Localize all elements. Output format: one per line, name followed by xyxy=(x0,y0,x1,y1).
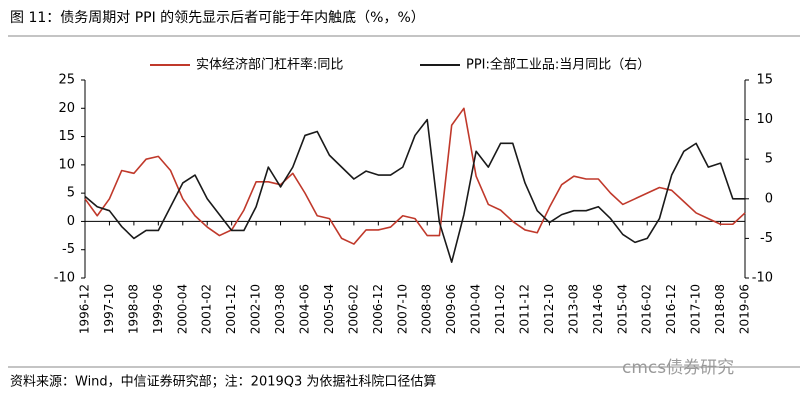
x-tick-label: 2003-08 xyxy=(273,284,287,334)
y2-tick-label: 0 xyxy=(765,191,773,206)
y2-tick-label: -10 xyxy=(752,271,773,286)
x-tick-label: 2008-08 xyxy=(420,284,434,334)
x-tick-label: 2019-06 xyxy=(738,284,752,334)
x-tick-label: 1998-08 xyxy=(126,284,140,334)
x-tick-label: 1997-10 xyxy=(102,284,116,334)
x-tick-label: 2010-04 xyxy=(469,284,483,334)
x-tick-label: 2017-10 xyxy=(689,284,703,334)
watermark: cmcs债券研究 xyxy=(622,358,734,378)
x-tick-label: 2018-08 xyxy=(713,284,727,334)
x-tick-label: 2016-02 xyxy=(640,284,654,334)
x-tick-label: 2016-12 xyxy=(664,284,678,334)
x-tick-label: 2011-02 xyxy=(493,284,507,334)
y-tick-label: -10 xyxy=(54,271,75,286)
x-tick-label: 1999-06 xyxy=(151,284,165,334)
x-tick-label: 2009-06 xyxy=(444,284,458,334)
x-tick-label: 2004-06 xyxy=(298,284,312,334)
y-tick-label: 20 xyxy=(58,101,75,116)
series-line xyxy=(84,118,745,263)
x-tick-label: 2006-02 xyxy=(346,284,360,334)
x-tick-label: 2000-04 xyxy=(175,284,189,334)
legend-label: PPI:全部工业品:当月同比（右） xyxy=(466,57,650,73)
y-tick-label: 15 xyxy=(58,129,75,144)
x-tick-label: 2007-10 xyxy=(395,284,409,334)
y2-tick-label: 10 xyxy=(756,112,773,127)
y-tick-label: 10 xyxy=(58,157,75,172)
y2-tick-label: 15 xyxy=(756,73,773,88)
chart-title: 图 11：债务周期对 PPI 的领先显示后者可能于年内触底（%，%） xyxy=(10,10,425,26)
y-tick-label: -5 xyxy=(62,242,75,257)
x-tick-label: 2006-12 xyxy=(371,284,385,334)
x-tick-label: 2014-06 xyxy=(591,284,605,334)
series-line xyxy=(84,107,746,245)
x-tick-label: 2002-10 xyxy=(249,284,263,334)
y2-tick-label: -5 xyxy=(760,231,773,246)
source-note: 资料来源：Wind，中信证券研究部；注：2019Q3 为依据社科院口径估算 xyxy=(10,374,436,390)
x-tick-label: 2011-12 xyxy=(518,284,532,334)
legend-label: 实体经济部门杠杆率:同比 xyxy=(196,57,343,73)
y2-tick-label: 5 xyxy=(765,152,773,167)
x-tick-label: 2001-12 xyxy=(224,284,238,334)
x-tick-label: 2005-04 xyxy=(322,284,336,334)
y-tick-label: 25 xyxy=(58,73,75,88)
x-tick-label: 2001-02 xyxy=(200,284,214,334)
x-tick-label: 2015-04 xyxy=(615,284,629,334)
x-tick-label: 2012-10 xyxy=(542,284,556,334)
x-tick-label: 1996-12 xyxy=(78,284,92,334)
x-tick-label: 2013-08 xyxy=(566,284,580,334)
y-tick-label: 5 xyxy=(67,186,75,201)
y-tick-label: 0 xyxy=(67,214,75,229)
